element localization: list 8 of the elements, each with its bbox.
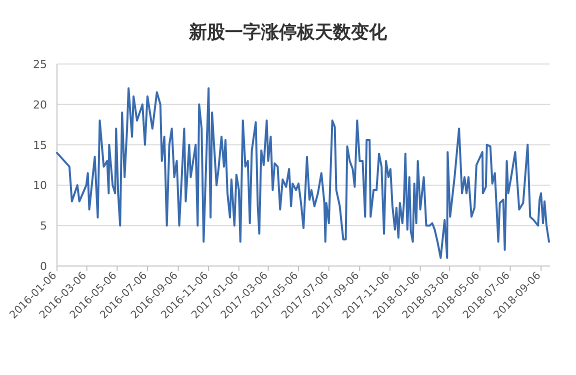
y-tick-label: 20 (33, 98, 47, 112)
y-tick-label: 15 (33, 138, 47, 152)
y-tick-label: 0 (40, 260, 47, 273)
y-tick-label: 10 (33, 179, 47, 192)
y-tick-label: 5 (40, 220, 47, 233)
chart-title: 新股一字涨停板天数变化 (188, 22, 388, 43)
line-series (56, 87, 550, 259)
y-tick-label: 25 (33, 58, 47, 71)
